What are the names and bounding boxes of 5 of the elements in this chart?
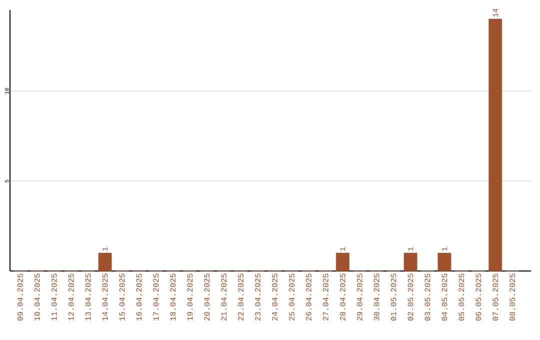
bar [404, 252, 418, 272]
bar [438, 252, 452, 272]
bar [488, 18, 502, 272]
bar [98, 252, 112, 272]
bar [336, 252, 350, 272]
